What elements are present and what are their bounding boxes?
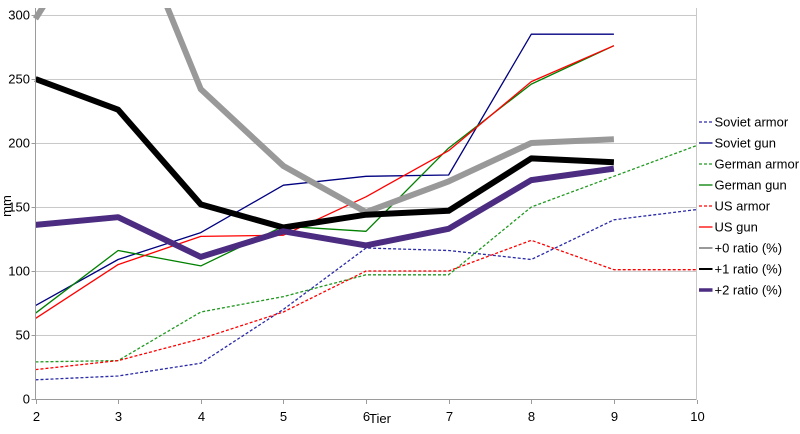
legend-label-us-armor: US armor: [715, 199, 771, 214]
series-line-us-armor: [35, 239, 697, 371]
legend-label-2-ratio: +2 ratio (%): [715, 283, 783, 298]
legend-item-2-ratio: +2 ratio (%): [699, 283, 782, 298]
legend-label-soviet-gun: Soviet gun: [715, 136, 776, 151]
y-axis-title: mm: [0, 195, 14, 217]
y-tick-label-250: 250: [8, 72, 30, 87]
legend-item-us-gun: US gun: [699, 220, 758, 235]
legend-label-soviet-armor: Soviet armor: [715, 115, 789, 130]
y-tick-label-300: 300: [8, 8, 30, 23]
legend-item-german-gun: German gun: [699, 178, 787, 193]
legend-label-us-gun: US gun: [715, 220, 758, 235]
x-tick-label-9: 9: [611, 409, 618, 424]
x-tick-label-7: 7: [446, 409, 453, 424]
legend-item-us-armor: US armor: [699, 199, 771, 214]
legend-item-1-ratio: +1 ratio (%): [699, 262, 782, 277]
x-tick-label-6: 6: [363, 409, 370, 424]
x-tick-label-3: 3: [115, 409, 122, 424]
y-tick-label-100: 100: [8, 264, 30, 279]
y-tick-label-0: 0: [23, 392, 30, 407]
series-line-soviet-gun: [35, 33, 614, 307]
series-lines: [32, 8, 697, 381]
legend-label-german-gun: German gun: [715, 178, 787, 193]
series-line-german-armor: [35, 144, 697, 363]
legend-item-soviet-armor: Soviet armor: [699, 115, 789, 130]
legend-label-0-ratio: +0 ratio (%): [715, 241, 783, 256]
legend-item-german-armor: German armor: [699, 157, 800, 172]
x-tick-label-4: 4: [198, 409, 205, 424]
series-line-1-ratio: [34, 76, 615, 231]
y-tick-label-200: 200: [8, 136, 30, 151]
x-tick-label-2: 2: [33, 409, 40, 424]
x-tick-label-8: 8: [528, 409, 535, 424]
legend-label-1-ratio: +1 ratio (%): [715, 262, 783, 277]
y-tick-label-150: 150: [8, 200, 30, 215]
gridlines: [35, 15, 697, 400]
series-line-0-ratio: [32, 8, 615, 216]
x-axis-title: Tier: [369, 411, 392, 426]
x-tick-label-10: 10: [690, 409, 704, 424]
legend: Soviet armor Soviet gun German armor German…: [699, 115, 800, 298]
legend-item-0-ratio: +0 ratio (%): [699, 241, 782, 256]
legend-item-soviet-gun: Soviet gun: [699, 136, 776, 151]
legend-label-german-armor: German armor: [715, 157, 800, 172]
series-line-us-gun: [35, 45, 615, 319]
series-line-soviet-armor: [35, 208, 697, 381]
series-line-german-gun: [35, 45, 615, 314]
y-tick-label-50: 50: [16, 328, 30, 343]
series-line-2-ratio: [35, 165, 615, 260]
x-tick-label-5: 5: [280, 409, 287, 424]
axes: 0 50 100 150 200 250 300 2 3 4 5 6 7 8 9 10: [8, 8, 704, 425]
